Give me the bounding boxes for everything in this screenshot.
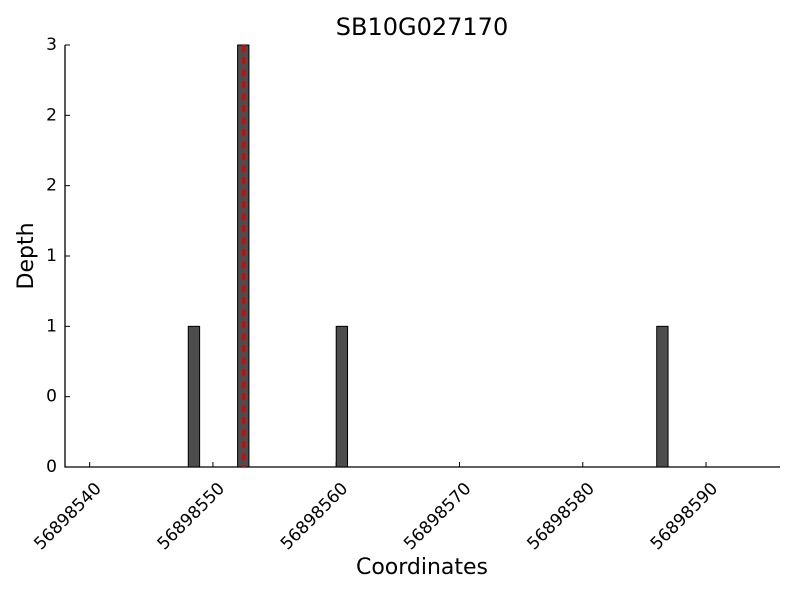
y-axis-label: Depth	[14, 222, 39, 289]
bar	[335, 325, 349, 468]
x-tick-label: 56898590	[647, 479, 722, 554]
axes	[64, 45, 780, 468]
y-tick-label: 2	[46, 176, 57, 196]
x-tick-label: 56898580	[523, 479, 598, 554]
chart-title: SB10G027170	[336, 13, 508, 41]
y-tick-label: 0	[46, 387, 57, 407]
x-tick-label: 56898560	[277, 479, 352, 554]
y-tick-label: 0	[46, 457, 57, 477]
bar	[187, 325, 201, 468]
y-tick-label: 3	[46, 35, 57, 55]
x-axis-label: Coordinates	[356, 555, 488, 580]
y-tick-label: 2	[46, 105, 57, 125]
x-tick-label: 56898550	[154, 479, 229, 554]
y-tick-label: 1	[46, 246, 57, 266]
x-tick-label: 56898570	[400, 479, 475, 554]
x-tick-label: 56898540	[30, 479, 105, 554]
bar	[656, 325, 669, 468]
y-tick-label: 1	[46, 316, 57, 336]
